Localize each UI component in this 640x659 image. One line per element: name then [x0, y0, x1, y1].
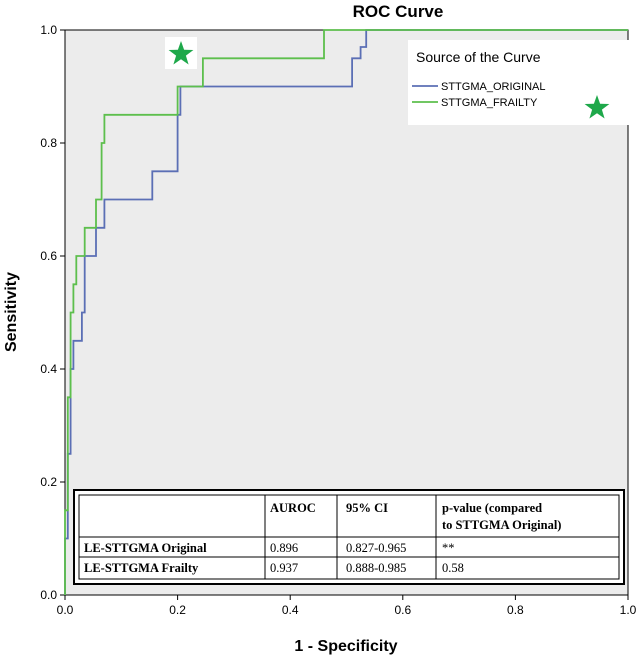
y-axis-label: Sensitivity	[3, 272, 20, 352]
table-header-pvalue: p-value (compared	[442, 501, 542, 515]
table-row-label: LE-STTGMA Frailty	[84, 561, 199, 575]
table-header-pvalue-cont: to STTGMA Original)	[442, 518, 561, 532]
star-icon	[168, 41, 194, 65]
x-tick-label: 1.0	[620, 603, 637, 617]
table-row-label: LE-STTGMA Original	[84, 541, 207, 555]
star-markers	[165, 37, 610, 119]
legend-entry-original: STTGMA_ORIGINAL	[441, 81, 546, 93]
table-cell: 0.827-0.965	[346, 541, 406, 555]
y-tick-label: 0.0	[40, 588, 57, 602]
auroc-table: AUROC 95% CI p-value (compared to STTGMA…	[73, 489, 625, 585]
y-tick-label: 0.6	[40, 249, 57, 263]
x-tick-label: 0.2	[169, 603, 186, 617]
y-tick-label: 1.0	[40, 23, 57, 37]
legend-entry-frailty: STTGMA_FRAILTY	[441, 97, 538, 109]
y-tick-label: 0.4	[40, 362, 57, 376]
table-cell: 0.888-0.985	[346, 561, 406, 575]
chart-title: ROC Curve	[353, 2, 444, 21]
x-tick-label: 0.0	[57, 603, 74, 617]
x-tick-label: 0.6	[394, 603, 411, 617]
legend-title: Source of the Curve	[416, 49, 541, 65]
star-icon	[584, 95, 610, 119]
x-tick-label: 0.4	[282, 603, 299, 617]
x-axis-label: 1 - Specificity	[294, 638, 397, 655]
series-lines	[64, 29, 628, 595]
y-tick-label: 0.8	[40, 136, 57, 150]
table-cell: **	[442, 541, 455, 555]
table-header-ci: 95% CI	[346, 501, 388, 515]
table-cell: 0.896	[270, 541, 298, 555]
table-header-auroc: AUROC	[270, 501, 316, 515]
y-tick-label: 0.2	[40, 475, 57, 489]
axis-ticks: 0.0 0.2 0.4 0.6 0.8 1.0 0.0 0.2 0.4 0.6 0.8 1.0	[40, 23, 636, 617]
series-line-sttgma_frailty	[64, 29, 628, 595]
table-cell: 0.937	[270, 561, 298, 575]
x-tick-label: 0.8	[507, 603, 524, 617]
table-cell: 0.58	[442, 561, 464, 575]
